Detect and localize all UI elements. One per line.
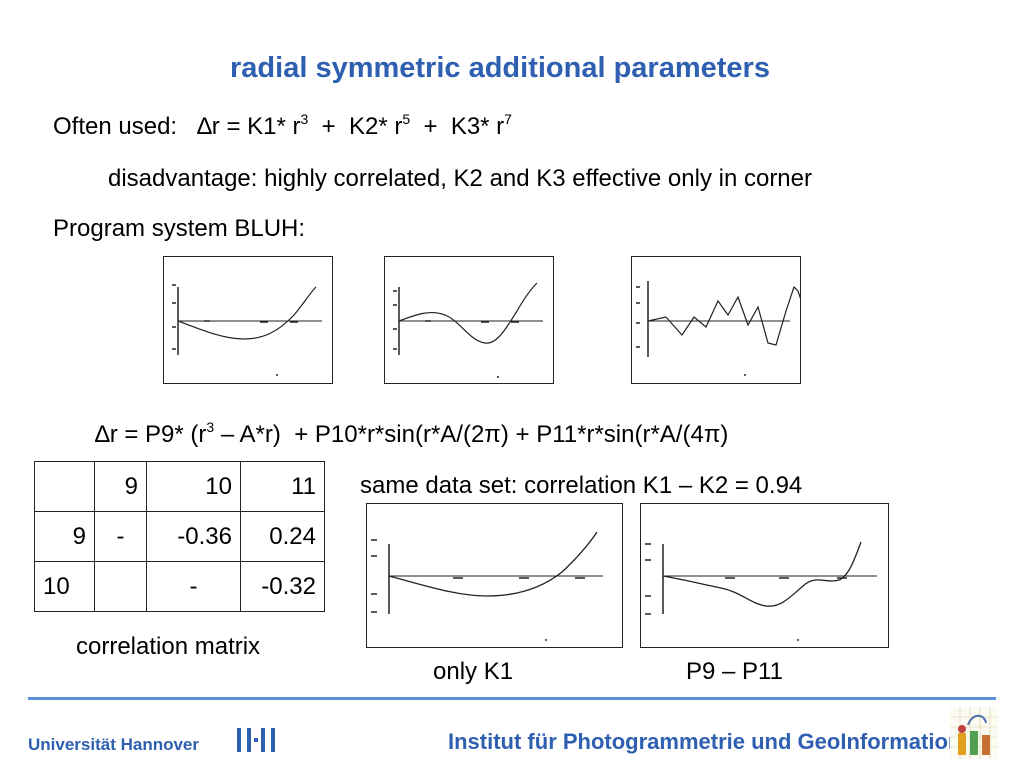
matrix-cell: 9 [94,461,147,512]
matrix-cell: - [94,511,147,562]
matrix-row: 9 - -0.36 0.24 [34,511,325,562]
plot-only-k1 [366,503,623,648]
plot-k1-k3 [631,256,801,384]
matrix-row: 10 - -0.32 [34,561,325,612]
university-name: Universität Hannover [28,735,199,754]
footer-divider [28,697,996,700]
uni-logo-icon [237,728,279,752]
exp-3: 3 [206,419,215,435]
plot-k1 [163,256,333,384]
matrix-cell: 0.24 [240,511,325,562]
matrix-cell: 10 [34,561,95,612]
matrix-cell: - [146,561,241,612]
matrix-cell: -0.36 [146,511,241,562]
matrix-cell [94,561,147,612]
matrix-caption: correlation matrix [76,633,261,660]
disadvantage-text: disadvantage: highly correlated, K2 and … [108,165,812,192]
institute-name: Institut für Photogrammetrie und GeoInfo… [448,729,962,754]
formula2-part2: – A*r) + P10*r*sin(r*A/(2 [214,421,485,448]
formula1-part2: + K2* r [308,113,403,140]
formula1-part1: r = K1* r [211,113,301,140]
exp-3: 3 [300,111,309,127]
formula2-part3: ) + P11*r*sin(r*A/(4 [500,421,704,448]
matrix-cell: 10 [146,461,241,512]
same-data-text: same data set: correlation K1 – K2 = 0.9… [360,472,803,499]
formula-bluh: ∆r = P9* (r3 – A*r) + P10*r*sin(r*A/(2π)… [95,419,729,449]
exp-7: 7 [504,111,512,127]
formula1-part3: + K3* r [410,113,505,140]
pi-symbol: π [703,421,721,448]
formula-often-used: Often used: ∆r = K1* r3 + K2* r5 + K3* r… [53,111,512,141]
matrix-cell [34,461,95,512]
plot-p9-p11 [640,503,889,648]
delta-symbol: ∆ [197,113,212,140]
matrix-cell: -0.32 [240,561,325,612]
formula2-part4: ) [720,421,729,448]
formula2-part1: r = P9* (r [109,421,207,448]
pi-symbol: π [484,421,501,448]
delta-symbol: ∆ [95,421,110,448]
exp-5: 5 [402,111,411,127]
correlation-matrix: 9 10 11 9 - -0.36 0.24 10 - -0.32 [34,461,325,612]
caption-only-k1: only K1 [433,658,514,685]
matrix-cell: 9 [34,511,95,562]
slide-title: radial symmetric additional parameters [230,52,770,84]
matrix-header-row: 9 10 11 [34,461,325,512]
plot-k1-k2 [384,256,554,384]
caption-p9-p11: P9 – P11 [686,658,783,685]
institute-logo-icon [950,707,998,759]
often-used-label: Often used: [53,113,178,140]
matrix-cell: 11 [240,461,325,512]
program-system-label: Program system BLUH: [53,215,306,242]
